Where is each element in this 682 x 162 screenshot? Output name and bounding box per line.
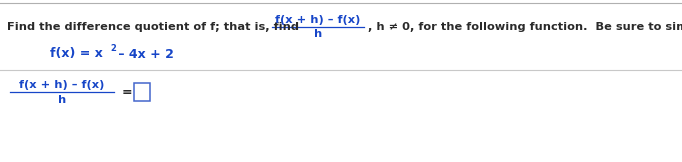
Text: , h ≠ 0, for the following function.  Be sure to simplify.: , h ≠ 0, for the following function. Be … xyxy=(368,22,682,32)
Text: h: h xyxy=(314,29,322,39)
Text: – 4x + 2: – 4x + 2 xyxy=(114,47,174,60)
Text: =: = xyxy=(122,86,132,98)
Text: f(x) = x: f(x) = x xyxy=(50,47,103,60)
Text: h: h xyxy=(58,95,66,105)
FancyBboxPatch shape xyxy=(134,83,150,101)
Text: Find the difference quotient of f; that is, find: Find the difference quotient of f; that … xyxy=(7,22,299,32)
Text: f(x + h) – f(x): f(x + h) – f(x) xyxy=(19,80,105,90)
Text: f(x + h) – f(x): f(x + h) – f(x) xyxy=(276,15,361,25)
Text: 2: 2 xyxy=(110,44,116,53)
